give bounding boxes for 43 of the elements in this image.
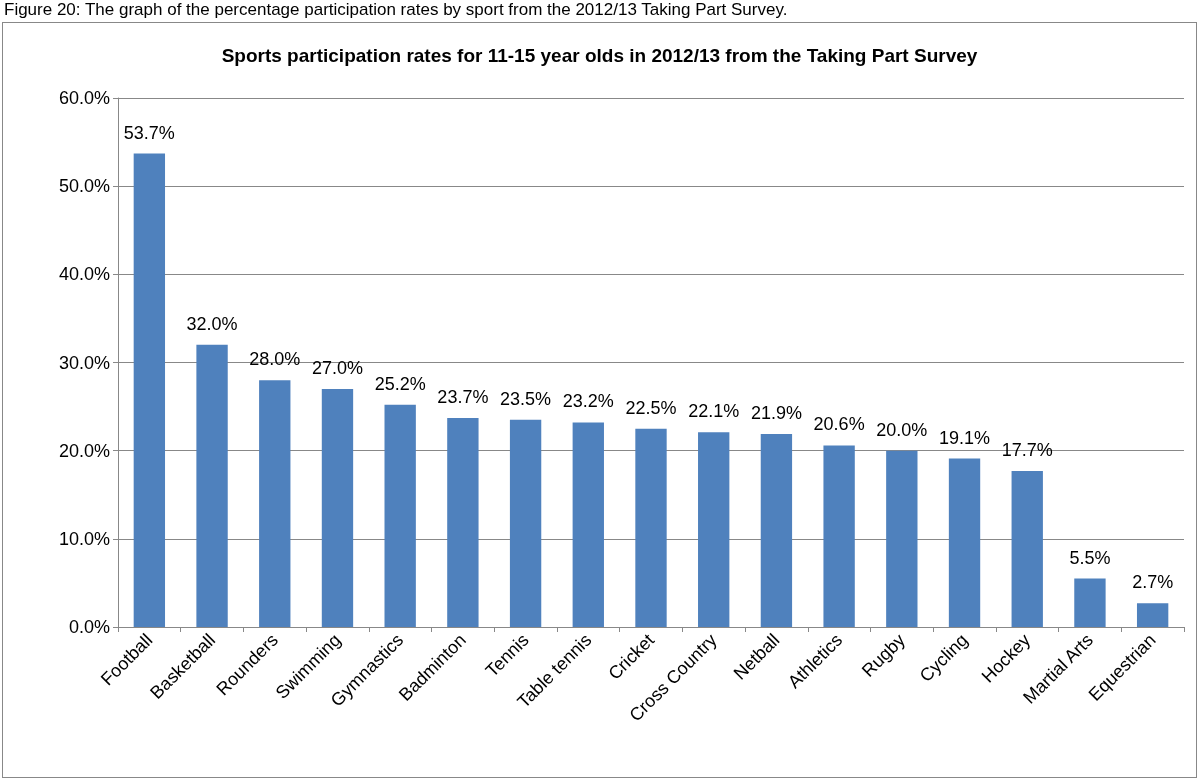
y-tick-label: 50.0% xyxy=(58,176,110,197)
data-label: 22.5% xyxy=(625,397,677,418)
y-tick-label: 30.0% xyxy=(58,352,110,373)
bar xyxy=(698,432,730,627)
data-label: 25.2% xyxy=(374,373,426,394)
data-label: 5.5% xyxy=(1069,547,1111,568)
bar xyxy=(886,450,918,627)
bar xyxy=(133,153,166,627)
bar xyxy=(1136,603,1169,627)
data-label: 32.0% xyxy=(186,313,238,334)
data-label: 20.0% xyxy=(876,419,928,440)
data-label: 53.7% xyxy=(123,122,175,143)
y-tick-label: 0.0% xyxy=(68,617,110,637)
y-tick-label: 60.0% xyxy=(58,88,110,108)
bar xyxy=(384,404,416,627)
data-label: 21.9% xyxy=(750,402,802,423)
bar xyxy=(509,419,542,627)
data-label: 23.2% xyxy=(562,391,614,412)
bar xyxy=(823,445,855,627)
bar xyxy=(1011,470,1043,627)
data-label: 27.0% xyxy=(311,357,363,378)
data-label: 23.5% xyxy=(500,388,552,409)
data-label: 23.7% xyxy=(437,387,489,408)
bar xyxy=(948,458,981,627)
bar xyxy=(259,380,291,627)
y-tick-label: 10.0% xyxy=(58,528,110,549)
caption: Figure 20: The graph of the percentage participation rates by sport from the 2012/13 Taking Part Survey. xyxy=(4,0,788,20)
y-tick-label: 20.0% xyxy=(58,440,110,461)
data-label: 28.0% xyxy=(249,349,301,370)
data-label: 17.7% xyxy=(1001,439,1053,460)
data-label: 2.7% xyxy=(1132,572,1174,593)
data-label: 22.1% xyxy=(688,401,740,422)
bar xyxy=(196,344,228,627)
chart-title: Sports participation rates for 11-15 year olds in 2012/13 from the Taking Part Survey xyxy=(221,45,978,66)
bar xyxy=(447,418,479,627)
bar xyxy=(572,422,604,627)
bar xyxy=(1074,578,1106,627)
bar xyxy=(635,428,667,627)
data-label: 19.1% xyxy=(939,427,991,448)
bar xyxy=(760,433,793,627)
y-tick-label: 40.0% xyxy=(58,264,110,285)
bar xyxy=(321,388,354,627)
data-label: 20.6% xyxy=(813,414,865,435)
